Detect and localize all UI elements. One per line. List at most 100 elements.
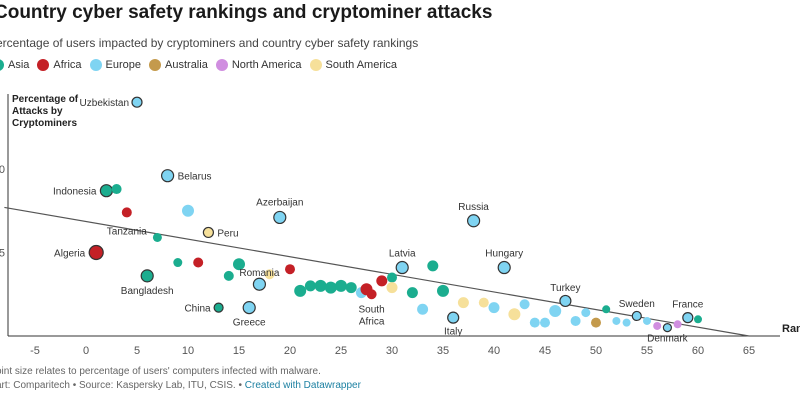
- data-point: [387, 272, 397, 283]
- legend-label: Asia: [8, 59, 30, 71]
- point-label-romania: Romania: [239, 268, 279, 279]
- datawrapper-credit-link[interactable]: Created with Datawrapper: [244, 380, 361, 391]
- legend-item-africa: Africa: [37, 59, 82, 71]
- point-label-latvia: Latvia: [389, 249, 416, 260]
- point-label-russia: Russia: [458, 202, 489, 213]
- data-point: [152, 232, 162, 242]
- data-point-belarus: [161, 169, 175, 183]
- data-point: [345, 282, 357, 294]
- legend-swatch: [37, 59, 50, 71]
- legend-label: Europe: [105, 59, 142, 71]
- data-point: [643, 316, 651, 325]
- data-point: [622, 318, 631, 327]
- data-point: [386, 282, 398, 294]
- data-point: [437, 284, 449, 297]
- point-label-azerbaijan: Azerbaijan: [256, 197, 303, 208]
- data-point: [549, 304, 562, 317]
- data-point: [182, 204, 194, 217]
- point-label-south-africa: South Africa: [359, 304, 385, 327]
- point-label-turkey: Turkey: [550, 283, 580, 294]
- point-label-algeria: Algeria: [54, 249, 86, 260]
- data-point: [335, 279, 347, 292]
- x-tick-label: 60: [692, 345, 704, 357]
- data-point: [324, 281, 337, 294]
- y-axis-label: Percentage of: [12, 94, 79, 105]
- point-label-greece: Greece: [233, 318, 266, 329]
- data-point-hungary: [497, 260, 511, 275]
- legend-label: Africa: [53, 59, 82, 71]
- data-point: [673, 320, 682, 329]
- point-label-sweden: Sweden: [619, 299, 655, 310]
- x-tick-label: 30: [386, 345, 398, 357]
- data-point-algeria: [88, 244, 104, 261]
- legend-label: South America: [325, 59, 398, 71]
- x-tick-label: 50: [590, 345, 602, 357]
- source-text: art: Comparitech • Source: Kaspersky Lab…: [0, 380, 245, 391]
- data-point: [457, 297, 469, 309]
- data-point-romania: [252, 277, 266, 291]
- data-point: [591, 317, 601, 328]
- data-point: [612, 316, 621, 325]
- point-label-bangladesh: Bangladesh: [121, 286, 174, 297]
- data-point: [581, 308, 591, 318]
- data-point: [111, 184, 122, 195]
- data-point-tanzania: [121, 207, 132, 218]
- data-point-russia: [467, 214, 481, 228]
- y-axis-label: Attacks by: [12, 106, 63, 117]
- legend-swatch: [89, 59, 102, 71]
- data-point: [233, 258, 245, 271]
- point-label-south-africa-line: Africa: [359, 316, 385, 327]
- data-point: [427, 260, 439, 272]
- x-tick-label: -5: [30, 345, 40, 357]
- chart-subtitle: ercentage of users impacted by cryptomin…: [0, 36, 419, 50]
- legend: Asia Africa Europe Australia North America So…: [0, 57, 397, 73]
- data-point: [417, 303, 429, 315]
- data-point: [508, 308, 521, 321]
- data-point-indonesia: [99, 184, 114, 198]
- data-point-italy: [447, 311, 460, 324]
- data-point: [285, 264, 295, 275]
- x-tick-label: 65: [743, 345, 755, 357]
- data-point: [264, 269, 275, 280]
- data-point-turkey: [559, 294, 572, 308]
- data-point: [314, 279, 327, 292]
- point-label-belarus: Belarus: [178, 172, 212, 183]
- data-point-latvia: [395, 260, 409, 275]
- data-point: [694, 315, 702, 324]
- x-tick-label: 20: [284, 345, 296, 357]
- legend-item-europe: Europe: [89, 59, 142, 71]
- data-point: [193, 257, 204, 268]
- data-point-south-africa: [366, 289, 377, 300]
- data-point: [304, 280, 316, 292]
- legend-item-asia: Asia: [0, 59, 29, 71]
- x-tick-label: 40: [488, 345, 500, 357]
- data-point: [488, 302, 500, 314]
- point-label-hungary: Hungary: [485, 249, 523, 260]
- y-tick-label: 10: [0, 164, 5, 176]
- point-label-tanzania: Tanzania: [107, 226, 147, 237]
- point-label-denmark: Denmark: [647, 334, 689, 345]
- x-tick-label: 45: [539, 345, 551, 357]
- x-tick-label: 55: [641, 345, 653, 357]
- point-label-france: France: [672, 300, 704, 311]
- data-point-sweden: [631, 310, 642, 322]
- data-point-azerbaijan: [273, 210, 287, 225]
- point-label-south-africa-line: South: [359, 304, 385, 315]
- data-point: [540, 317, 550, 328]
- data-point: [294, 284, 307, 297]
- chart-title: Country cyber safety rankings and crypto…: [0, 2, 493, 23]
- x-tick-label: 35: [437, 345, 449, 357]
- legend-item-north-america: North America: [215, 59, 302, 71]
- legend-label: Australia: [165, 59, 208, 71]
- x-axis-label: Rank: [782, 323, 800, 335]
- data-point: [223, 270, 234, 281]
- data-point: [406, 287, 418, 299]
- data-point: [529, 317, 540, 328]
- legend-label: North America: [231, 59, 302, 71]
- data-point: [602, 305, 611, 314]
- x-tick-label: 5: [134, 345, 140, 357]
- trend-line: [4, 206, 750, 337]
- point-label-uzbekistan: Uzbekistan: [80, 98, 129, 109]
- data-point: [653, 321, 662, 330]
